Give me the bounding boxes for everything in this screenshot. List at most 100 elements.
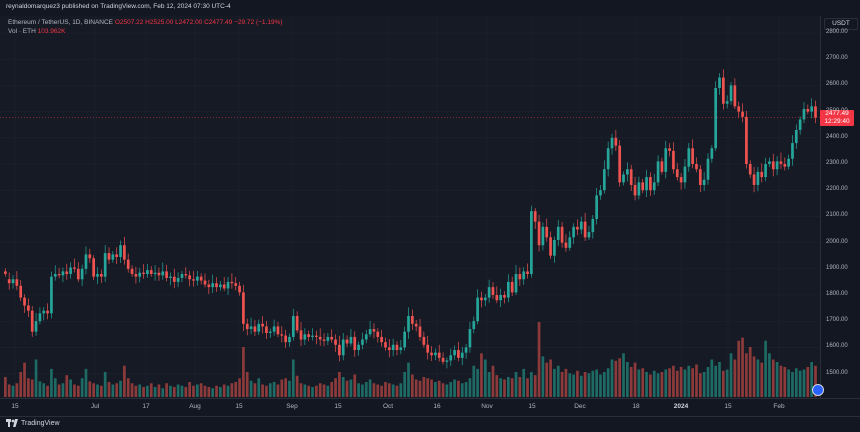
candle-body bbox=[27, 305, 30, 311]
chart-pane[interactable] bbox=[0, 16, 820, 398]
price-tick: 1900.00 bbox=[826, 264, 848, 271]
volume-value: 103.962K bbox=[37, 28, 66, 35]
volume-bar bbox=[441, 383, 445, 397]
candle-body bbox=[702, 179, 706, 185]
volume-bar bbox=[775, 362, 779, 397]
volume-legend: Vol · ETH 103.962K bbox=[8, 28, 65, 35]
time-axis[interactable] bbox=[0, 398, 860, 417]
volume-bar bbox=[334, 378, 337, 397]
candle-body bbox=[42, 310, 46, 314]
candle-body bbox=[449, 355, 453, 361]
candle-body bbox=[188, 275, 191, 280]
volume-bar bbox=[668, 368, 671, 397]
volume-bar bbox=[595, 369, 598, 397]
candle-body bbox=[430, 352, 433, 356]
volume-bar bbox=[338, 372, 341, 397]
last-price: 2477.49 bbox=[825, 110, 849, 117]
candle-body bbox=[261, 323, 264, 327]
volume-bar bbox=[295, 375, 299, 397]
volume-bar bbox=[307, 385, 311, 397]
candle-body bbox=[553, 239, 556, 256]
volume-bar bbox=[53, 378, 57, 397]
volume-bar bbox=[219, 387, 222, 397]
candle-body bbox=[364, 334, 368, 340]
volume-bar bbox=[434, 382, 437, 397]
volume-bar bbox=[88, 381, 92, 397]
volume-bar bbox=[399, 383, 403, 397]
candle-body bbox=[530, 211, 533, 275]
volume-bar bbox=[188, 382, 191, 397]
candle-body bbox=[541, 226, 545, 246]
candle-body bbox=[583, 221, 587, 238]
candle-body bbox=[629, 169, 633, 185]
volume-bar bbox=[92, 383, 95, 397]
volume-bar bbox=[568, 373, 572, 397]
volume-bar bbox=[553, 368, 556, 397]
volume-bar bbox=[556, 365, 560, 397]
volume-bar bbox=[745, 353, 748, 397]
candle-body bbox=[802, 108, 806, 120]
tradingview-logo-icon bbox=[6, 419, 18, 427]
volume-bar bbox=[149, 383, 153, 397]
candle-body bbox=[533, 211, 537, 222]
volume-bar bbox=[395, 385, 399, 397]
volume-bar bbox=[687, 365, 691, 397]
volume-bar bbox=[460, 383, 464, 397]
candle-body bbox=[483, 297, 487, 301]
volume-bar bbox=[311, 387, 314, 397]
candle-body bbox=[691, 148, 694, 164]
time-tick: 15 bbox=[334, 403, 342, 410]
volume-bar bbox=[391, 384, 395, 397]
candle-body bbox=[372, 329, 376, 332]
candle-body bbox=[814, 106, 817, 118]
candle-body bbox=[357, 344, 360, 351]
candle-body bbox=[464, 347, 468, 353]
candle-body bbox=[280, 334, 284, 336]
candle-body bbox=[480, 297, 483, 301]
volume-bar bbox=[679, 367, 683, 397]
volume-bar bbox=[733, 359, 737, 397]
candle-body bbox=[222, 284, 226, 289]
candle-body bbox=[50, 276, 53, 314]
volume-bar bbox=[430, 379, 433, 397]
volume-bar bbox=[656, 373, 660, 397]
candle-body bbox=[729, 85, 733, 102]
currency-button[interactable]: USDT bbox=[824, 18, 858, 30]
candle-body bbox=[111, 254, 115, 260]
price-axis[interactable] bbox=[820, 16, 860, 398]
candle-body bbox=[107, 253, 111, 260]
candle-body bbox=[556, 226, 560, 240]
candle-body bbox=[783, 164, 787, 167]
tradingview-logo[interactable]: TradingView bbox=[6, 419, 60, 427]
volume-bar bbox=[299, 383, 303, 397]
volume-bar bbox=[649, 374, 652, 397]
brand-name: TradingView bbox=[21, 419, 60, 427]
candle-body bbox=[403, 331, 407, 348]
candle-body bbox=[268, 331, 272, 333]
candle-body bbox=[411, 315, 414, 324]
price-tick: 2600.00 bbox=[826, 81, 848, 88]
volume-bar bbox=[810, 362, 814, 397]
volume-bar bbox=[499, 378, 502, 397]
volume-bar bbox=[526, 378, 529, 397]
volume-bar bbox=[606, 368, 610, 397]
volume-bar bbox=[691, 368, 694, 397]
price-chart[interactable] bbox=[0, 0, 820, 398]
volume-bar bbox=[491, 365, 495, 397]
candle-body bbox=[537, 221, 541, 246]
volume-bar bbox=[522, 368, 526, 397]
volume-bar bbox=[783, 367, 787, 397]
volume-bar bbox=[614, 360, 618, 397]
volume-bar bbox=[23, 362, 26, 397]
candle-body bbox=[526, 271, 529, 275]
candle-body bbox=[395, 344, 399, 351]
volume-bar bbox=[222, 384, 226, 397]
volume-bar bbox=[533, 375, 537, 397]
time-tick: 15 bbox=[724, 403, 732, 410]
candle-body bbox=[242, 292, 245, 324]
candle-body bbox=[142, 272, 145, 275]
volume-bar bbox=[664, 369, 668, 397]
volume-bar bbox=[169, 385, 172, 397]
scroll-to-realtime-icon[interactable] bbox=[812, 384, 824, 396]
volume-bar bbox=[764, 340, 767, 397]
